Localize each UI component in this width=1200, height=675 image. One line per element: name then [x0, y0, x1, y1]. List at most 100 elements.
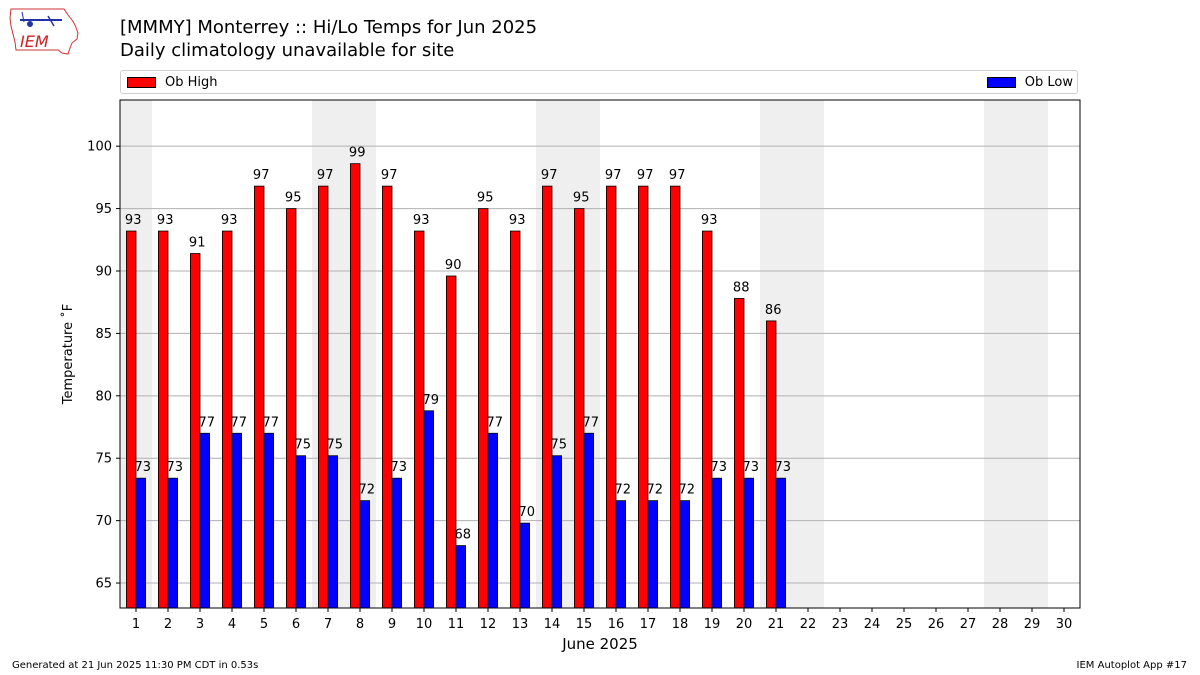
low-bar-9 [391, 477, 403, 609]
low-bar-13 [519, 522, 531, 609]
app-note: IEM Autoplot App #17 [1076, 660, 1187, 671]
high-label-5: 97 [253, 168, 270, 183]
high-label-21: 86 [765, 303, 782, 318]
high-bar-19 [702, 230, 713, 609]
low-bar-20 [743, 477, 755, 609]
y-tick-label: 85 [95, 327, 112, 342]
high-bar-15 [574, 208, 585, 609]
high-label-2: 93 [157, 213, 174, 228]
y-tick-label: 70 [95, 514, 112, 529]
x-tick-label: 9 [388, 617, 396, 632]
chart-subtitle: Daily climatology unavailable for site [120, 40, 455, 61]
low-bar-21 [775, 477, 787, 609]
low-label-6: 75 [295, 438, 312, 453]
x-tick-label: 18 [672, 617, 689, 632]
y-axis-title: Temperature ˚F [60, 304, 76, 405]
low-label-15: 77 [583, 415, 600, 430]
x-tick-label: 10 [416, 617, 433, 632]
low-bar-15 [583, 432, 595, 609]
generated-note: Generated at 21 Jun 2025 11:30 PM CDT in… [12, 660, 259, 671]
high-label-6: 95 [285, 191, 302, 206]
high-bar-9 [381, 185, 393, 609]
low-label-12: 77 [487, 415, 504, 430]
x-tick-label: 2 [164, 617, 172, 632]
x-tick-label: 5 [260, 617, 268, 632]
high-bar-2 [157, 230, 169, 609]
low-bar-19 [711, 477, 723, 609]
x-tick-label: 17 [640, 617, 657, 632]
low-label-5: 77 [263, 415, 280, 430]
chart-title: [MMMY] Monterrey :: Hi/Lo Temps for Jun … [120, 17, 538, 38]
legend-label-low: Ob Low [1024, 75, 1073, 90]
legend-swatch-high [127, 77, 156, 88]
weekend-shade [984, 100, 1048, 608]
logo-text: IEM [20, 32, 49, 51]
low-bar-6 [295, 455, 307, 609]
high-label-1: 93 [125, 213, 142, 228]
low-label-8: 72 [359, 483, 376, 498]
x-tick-label: 27 [960, 617, 977, 632]
legend-item-high: Ob High [127, 75, 218, 90]
high-label-7: 97 [317, 168, 334, 183]
high-label-9: 97 [381, 168, 398, 183]
x-tick-label: 13 [512, 617, 529, 632]
low-bar-16 [615, 500, 627, 609]
x-tick-label: 3 [196, 617, 204, 632]
high-bar-20 [734, 298, 745, 609]
x-tick-label: 28 [992, 617, 1009, 632]
low-label-11: 68 [455, 528, 472, 543]
low-label-20: 73 [743, 460, 760, 475]
high-bar-18 [670, 185, 681, 609]
x-tick-label: 20 [736, 617, 753, 632]
iem-logo: IEM [9, 8, 79, 55]
high-bar-6 [285, 208, 297, 609]
x-tick-label: 14 [544, 617, 561, 632]
low-bar-18 [679, 500, 691, 609]
x-tick-label: 19 [704, 617, 721, 632]
high-label-16: 97 [605, 168, 622, 183]
low-label-3: 77 [199, 415, 216, 430]
x-tick-label: 26 [928, 617, 945, 632]
high-bar-1 [126, 230, 137, 609]
x-tick-label: 1 [132, 617, 140, 632]
high-label-14: 97 [541, 168, 558, 183]
low-label-14: 75 [551, 438, 568, 453]
high-label-3: 91 [189, 236, 206, 251]
low-bar-1 [135, 477, 146, 609]
y-tick-label: 65 [95, 577, 112, 592]
low-bar-8 [359, 500, 371, 609]
legend: Ob High Ob Low [120, 70, 1078, 94]
low-bar-5 [263, 432, 275, 609]
high-label-15: 95 [573, 191, 590, 206]
x-tick-label: 25 [896, 617, 913, 632]
low-label-2: 73 [167, 460, 184, 475]
x-tick-label: 15 [576, 617, 593, 632]
high-bar-13 [509, 230, 521, 609]
x-tick-label: 4 [228, 617, 236, 632]
legend-swatch-low [986, 77, 1016, 88]
x-tick-label: 23 [832, 617, 849, 632]
x-tick-label: 22 [800, 617, 817, 632]
low-label-17: 72 [647, 483, 664, 498]
low-label-4: 77 [231, 415, 248, 430]
high-label-10: 93 [413, 213, 430, 228]
high-bar-5 [253, 185, 265, 609]
low-bar-2 [167, 477, 178, 609]
high-label-11: 90 [445, 258, 462, 273]
high-label-13: 93 [509, 213, 526, 228]
y-tick-label: 75 [95, 452, 112, 467]
low-label-7: 75 [327, 438, 344, 453]
x-tick-label: 11 [448, 617, 465, 632]
high-bar-3 [189, 253, 201, 609]
low-label-21: 73 [775, 460, 792, 475]
low-label-13: 70 [519, 505, 536, 520]
high-bar-7 [317, 185, 329, 609]
y-tick-label: 90 [95, 264, 112, 279]
high-bar-16 [606, 185, 617, 609]
x-tick-label: 29 [1024, 617, 1041, 632]
y-tick-label: 80 [95, 389, 112, 404]
high-label-19: 93 [701, 213, 718, 228]
legend-label-high: Ob High [165, 75, 218, 90]
low-bar-12 [487, 432, 499, 609]
